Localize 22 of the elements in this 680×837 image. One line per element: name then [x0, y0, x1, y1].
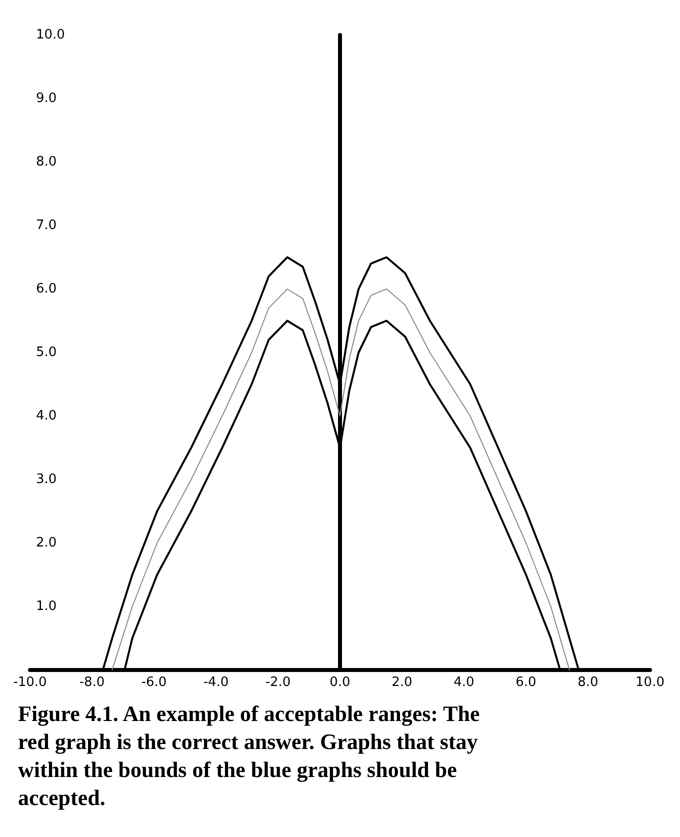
y-tick-label: 1.0 [36, 599, 57, 614]
y-tick-label: 5.0 [36, 345, 57, 360]
y-tick-label: 9.0 [36, 91, 57, 106]
x-tick-label: -6.0 [141, 675, 167, 690]
y-tick-label: 8.0 [36, 154, 57, 170]
x-tick-label: 10.0 [636, 675, 664, 690]
y-tick-label: 7.0 [36, 218, 57, 233]
x-tick-label: -8.0 [79, 675, 105, 690]
caption: Figure 4.1. An example of acceptable ranges: The red graph is the correct answer. Graphs that stay within the bounds of the blue graphs should be accepted. [18, 700, 481, 812]
y-tick-label: 3.0 [36, 472, 57, 487]
x-tick-label: -10.0 [13, 675, 47, 690]
x-tick-label: 4.0 [454, 675, 474, 690]
y-tick-label: 2.0 [36, 536, 57, 550]
x-tick-label: 6.0 [516, 675, 536, 690]
x-tick-label: 0.0 [330, 675, 350, 690]
y-tick-label: 6.0 [36, 282, 57, 296]
y-tick-label: 10.0 [36, 28, 65, 42]
x-tick-label: -2.0 [265, 675, 291, 690]
x-tick-label: -4.0 [203, 675, 229, 690]
x-tick-label: 2.0 [392, 675, 412, 690]
x-tick-label: 8.0 [578, 675, 598, 690]
y-tick-label: 4.0 [36, 408, 57, 424]
